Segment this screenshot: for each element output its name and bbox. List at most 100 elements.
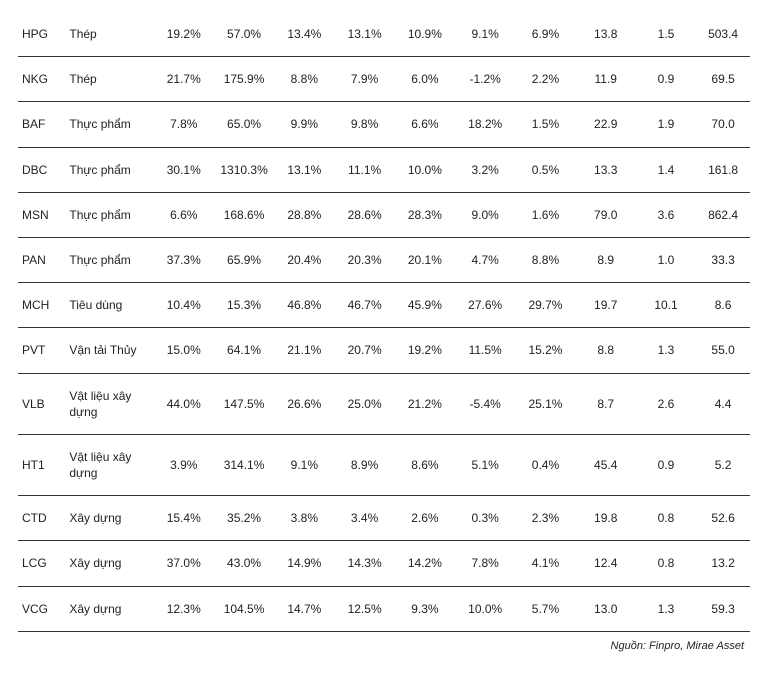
metric-cell: 5.1% [455,434,515,495]
sector-cell: Vật liệu xây dựng [65,373,153,434]
metric-cell: 4.4 [696,373,750,434]
metric-cell: 8.9% [334,434,394,495]
sector-cell: Thép [65,12,153,57]
metric-cell: 8.6 [696,283,750,328]
metric-cell: 27.6% [455,283,515,328]
table-row: PANThực phẩm37.3%65.9%20.4%20.3%20.1%4.7… [18,237,750,282]
metric-cell: 12.4 [576,541,636,586]
sector-cell: Thực phẩm [65,147,153,192]
metric-cell: 20.4% [274,237,334,282]
metric-cell: 59.3 [696,586,750,631]
metric-cell: 18.2% [455,102,515,147]
metric-cell: 8.7 [576,373,636,434]
metric-cell: 1.9 [636,102,696,147]
sector-cell: Thực phẩm [65,102,153,147]
metric-cell: 1.3 [636,328,696,373]
metric-cell: 52.6 [696,496,750,541]
metric-cell: 13.3 [576,147,636,192]
metric-cell: 1.0 [636,237,696,282]
metric-cell: 3.2% [455,147,515,192]
metric-cell: 3.6 [636,192,696,237]
metric-cell: 30.1% [154,147,214,192]
metric-cell: 6.0% [395,57,455,102]
metric-cell: 9.8% [334,102,394,147]
metric-cell: 503.4 [696,12,750,57]
ticker-cell: LCG [18,541,65,586]
metric-cell: 26.6% [274,373,334,434]
metric-cell: 2.3% [515,496,575,541]
metric-cell: 13.4% [274,12,334,57]
sector-cell: Thực phẩm [65,237,153,282]
metric-cell: 28.3% [395,192,455,237]
metric-cell: 10.0% [395,147,455,192]
table-row: MSNThực phẩm6.6%168.6%28.8%28.6%28.3%9.0… [18,192,750,237]
metric-cell: 9.3% [395,586,455,631]
metric-cell: 4.1% [515,541,575,586]
metric-cell: 25.0% [334,373,394,434]
metric-cell: 0.5% [515,147,575,192]
metric-cell: 19.2% [154,12,214,57]
metric-cell: 9.9% [274,102,334,147]
metric-cell: 9.1% [274,434,334,495]
metric-cell: 10.0% [455,586,515,631]
sector-cell: Xây dựng [65,541,153,586]
ticker-cell: MCH [18,283,65,328]
metric-cell: 175.9% [214,57,274,102]
ticker-cell: VLB [18,373,65,434]
metric-cell: 37.0% [154,541,214,586]
metric-cell: 161.8 [696,147,750,192]
ticker-cell: DBC [18,147,65,192]
metric-cell: 55.0 [696,328,750,373]
metric-cell: 14.7% [274,586,334,631]
metric-cell: 0.4% [515,434,575,495]
table-row: DBCThực phẩm30.1%1310.3%13.1%11.1%10.0%3… [18,147,750,192]
metric-cell: 1.4 [636,147,696,192]
metric-cell: 8.8% [515,237,575,282]
metric-cell: 29.7% [515,283,575,328]
metric-cell: 65.0% [214,102,274,147]
metric-cell: 37.3% [154,237,214,282]
metric-cell: 147.5% [214,373,274,434]
metric-cell: 2.6 [636,373,696,434]
metric-cell: 1.5 [636,12,696,57]
metric-cell: 7.9% [334,57,394,102]
metric-cell: 1.6% [515,192,575,237]
sector-cell: Vật liệu xây dựng [65,434,153,495]
metric-cell: 9.0% [455,192,515,237]
metric-cell: 21.7% [154,57,214,102]
metric-cell: 10.4% [154,283,214,328]
metric-cell: 8.9 [576,237,636,282]
stock-metrics-table: HPGThép19.2%57.0%13.4%13.1%10.9%9.1%6.9%… [18,12,750,632]
metric-cell: 168.6% [214,192,274,237]
metric-cell: 20.7% [334,328,394,373]
ticker-cell: VCG [18,586,65,631]
metric-cell: 0.9 [636,434,696,495]
metric-cell: 12.5% [334,586,394,631]
metric-cell: 14.3% [334,541,394,586]
table-row: PVTVận tải Thủy15.0%64.1%21.1%20.7%19.2%… [18,328,750,373]
metric-cell: 45.4 [576,434,636,495]
metric-cell: 12.3% [154,586,214,631]
metric-cell: 13.8 [576,12,636,57]
metric-cell: 104.5% [214,586,274,631]
metric-cell: 3.8% [274,496,334,541]
metric-cell: 5.2 [696,434,750,495]
metric-cell: 10.9% [395,12,455,57]
metric-cell: 14.2% [395,541,455,586]
ticker-cell: BAF [18,102,65,147]
metric-cell: 0.9 [636,57,696,102]
metric-cell: 25.1% [515,373,575,434]
sector-cell: Thép [65,57,153,102]
metric-cell: 64.1% [214,328,274,373]
metric-cell: 3.4% [334,496,394,541]
metric-cell: 1.3 [636,586,696,631]
metric-cell: 6.6% [395,102,455,147]
source-note: Nguồn: Finpro, Mirae Asset [18,632,750,652]
table-row: CTDXây dựng15.4%35.2%3.8%3.4%2.6%0.3%2.3… [18,496,750,541]
sector-cell: Xây dựng [65,586,153,631]
metric-cell: -5.4% [455,373,515,434]
metric-cell: 28.8% [274,192,334,237]
metric-cell: 15.2% [515,328,575,373]
sector-cell: Tiêu dùng [65,283,153,328]
metric-cell: 6.9% [515,12,575,57]
